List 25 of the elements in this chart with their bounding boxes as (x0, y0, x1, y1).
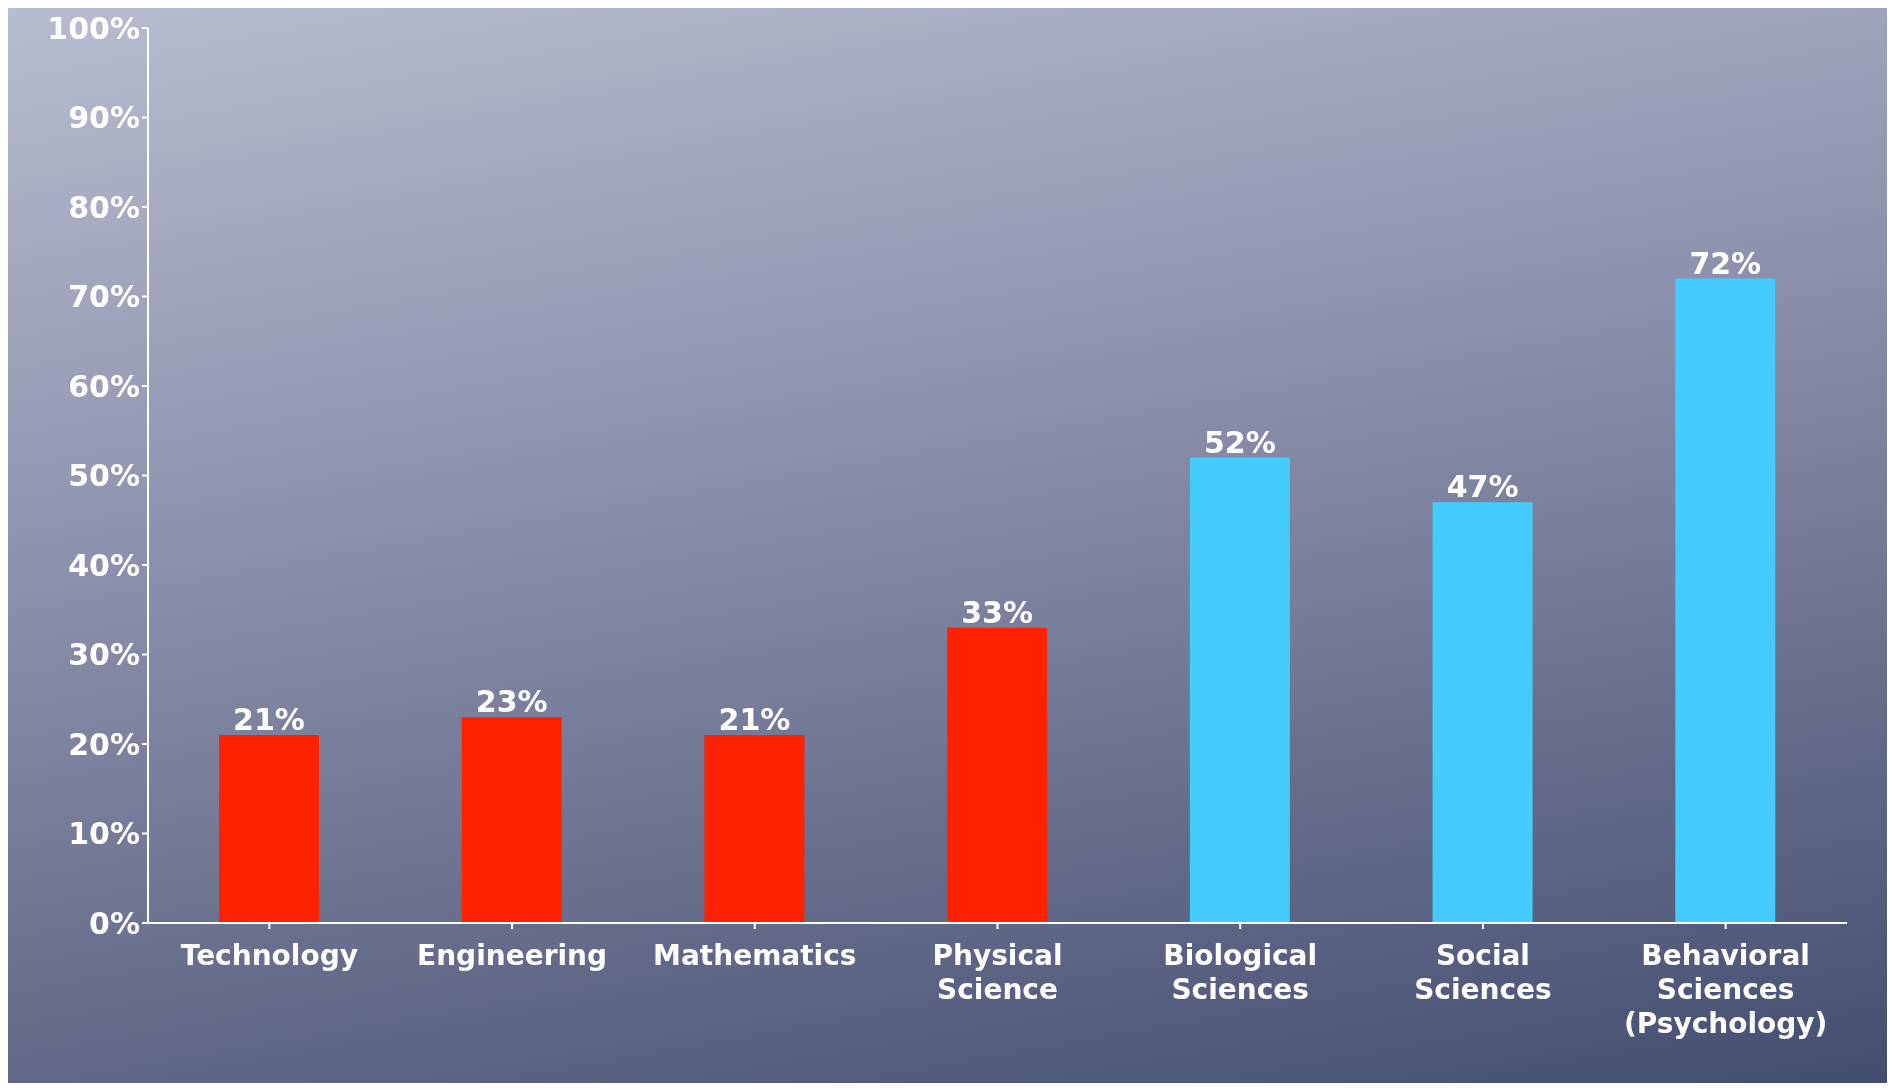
y-tick-label: 10% (68, 816, 140, 852)
y-tick-label: 90% (68, 100, 140, 136)
x-tick-label: Engineering (417, 939, 608, 972)
data-label: 47% (1446, 469, 1519, 505)
y-tick-label: 50% (68, 458, 140, 494)
data-label: 72% (1689, 245, 1762, 281)
data-label: 21% (233, 702, 305, 738)
data-label: 21% (718, 702, 791, 738)
x-tick-label: Physical Science (932, 939, 1063, 1006)
y-tick-label: 20% (68, 726, 140, 762)
data-label: 52% (1203, 424, 1276, 460)
y-tick-label: 30% (68, 637, 140, 673)
y-tick-label: 0% (89, 905, 140, 941)
y-tick-label: 100% (47, 10, 140, 46)
y-tick-label: 70% (68, 279, 140, 315)
data-label: 23% (475, 684, 548, 720)
x-tick-label: Biological Sciences (1163, 939, 1318, 1006)
data-label: 33% (961, 594, 1034, 630)
y-tick-label: 80% (68, 189, 140, 225)
x-tick-label: Technology (180, 939, 358, 972)
x-tick-label: Behavioral Sciences (Psychology) (1623, 939, 1828, 1040)
y-tick-label: 60% (68, 368, 140, 404)
x-tick-label: Social Sciences (1414, 939, 1552, 1006)
y-tick-label: 40% (68, 547, 140, 583)
x-tick-label: Mathematics (653, 939, 857, 972)
